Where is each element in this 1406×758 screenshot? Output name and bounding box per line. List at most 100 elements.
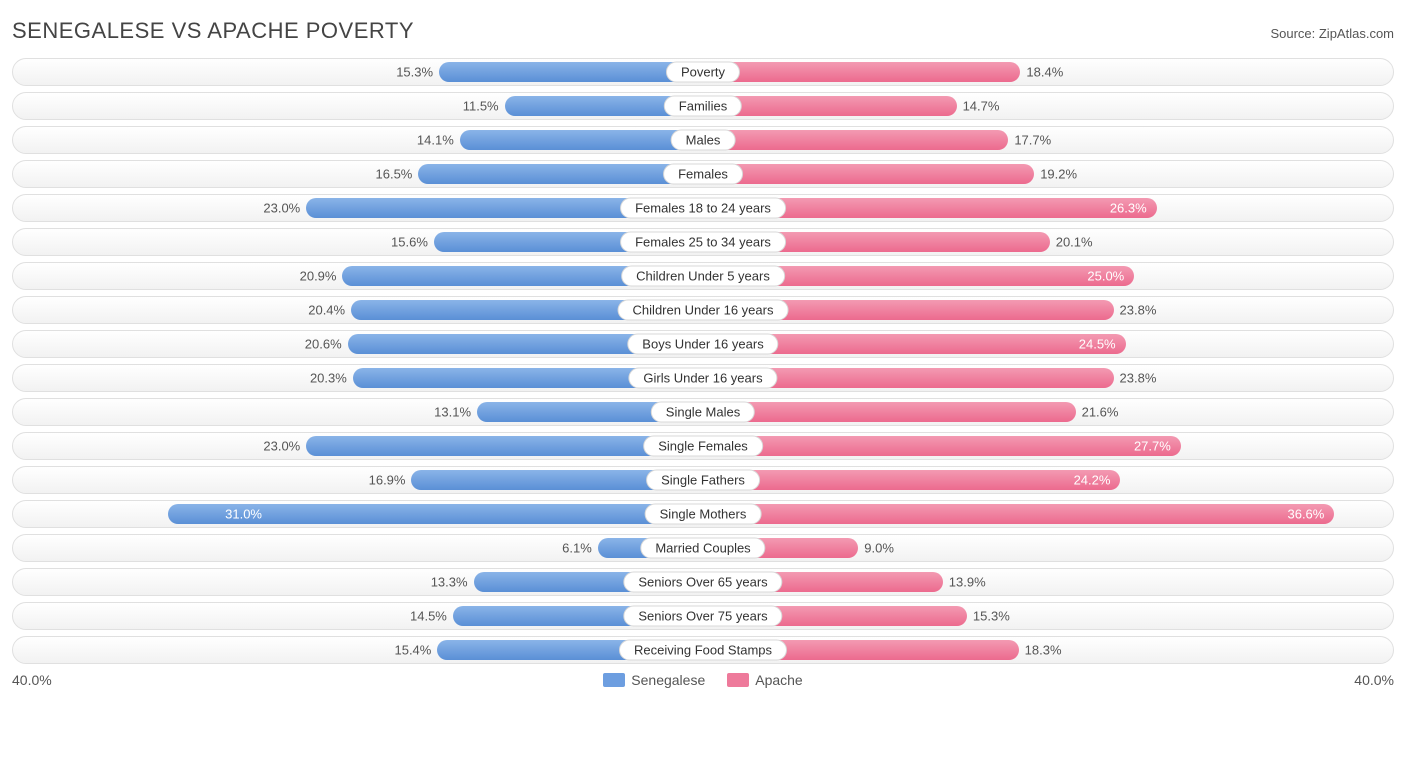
row-category-label: Poverty bbox=[666, 62, 740, 83]
row-left-half: 16.9% bbox=[13, 467, 703, 493]
right-value-label: 21.6% bbox=[1082, 405, 1119, 420]
right-bar bbox=[703, 504, 1334, 524]
chart-row: 15.6% 20.1% Females 25 to 34 years bbox=[12, 228, 1394, 256]
row-right-half: 36.6% bbox=[703, 501, 1393, 527]
chart-row: 15.3% 18.4% Poverty bbox=[12, 58, 1394, 86]
row-left-half: 16.5% bbox=[13, 161, 703, 187]
row-right-half: 15.3% bbox=[703, 603, 1393, 629]
chart-row: 13.1%21.6%Single Males bbox=[12, 398, 1394, 426]
chart-row: 23.0%26.3%Females 18 to 24 years bbox=[12, 194, 1394, 222]
chart-title: SENEGALESE VS APACHE POVERTY bbox=[12, 18, 414, 44]
right-bar bbox=[703, 436, 1181, 456]
left-value-label: 14.5% bbox=[410, 609, 447, 624]
chart-row: 14.5% 15.3% Seniors Over 75 years bbox=[12, 602, 1394, 630]
chart-row: 16.5% 19.2% Females bbox=[12, 160, 1394, 188]
chart-row: 13.3% 13.9% Seniors Over 65 years bbox=[12, 568, 1394, 596]
chart-row: 20.9%25.0%Children Under 5 years bbox=[12, 262, 1394, 290]
right-value-label: 14.7% bbox=[963, 99, 1000, 114]
left-value-label: 20.9% bbox=[300, 269, 337, 284]
row-category-label: Females 25 to 34 years bbox=[620, 232, 786, 253]
row-right-half: 23.8% bbox=[703, 297, 1393, 323]
left-value-label: 6.1% bbox=[562, 541, 592, 556]
legend-item: Senegalese bbox=[603, 672, 705, 688]
right-value-label: 36.6% bbox=[1287, 507, 1334, 522]
right-value-label: 19.2% bbox=[1040, 167, 1077, 182]
row-category-label: Girls Under 16 years bbox=[628, 368, 777, 389]
row-category-label: Boys Under 16 years bbox=[627, 334, 778, 355]
row-left-half: 20.3% bbox=[13, 365, 703, 391]
row-right-half: 14.7% bbox=[703, 93, 1393, 119]
left-value-label: 13.1% bbox=[434, 405, 471, 420]
right-value-label: 26.3% bbox=[1110, 201, 1157, 216]
chart-rows: 15.3%18.4%Poverty11.5%14.7%Families14.1%… bbox=[12, 58, 1394, 664]
row-category-label: Males bbox=[671, 130, 736, 151]
chart-row: 20.4%23.8%Children Under 16 years bbox=[12, 296, 1394, 324]
chart-row: 14.1% 17.7% Males bbox=[12, 126, 1394, 154]
row-left-half: 23.0% bbox=[13, 433, 703, 459]
left-value-label: 16.9% bbox=[369, 473, 406, 488]
right-value-label: 18.3% bbox=[1025, 643, 1062, 658]
left-value-label: 15.6% bbox=[391, 235, 428, 250]
row-category-label: Seniors Over 75 years bbox=[623, 606, 782, 627]
left-value-label: 15.4% bbox=[394, 643, 431, 658]
chart-row: 20.6% 24.5% Boys Under 16 years bbox=[12, 330, 1394, 358]
left-value-label: 23.0% bbox=[263, 439, 300, 454]
chart-footer: 40.0% SenegaleseApache 40.0% bbox=[12, 672, 1394, 688]
left-value-label: 16.5% bbox=[376, 167, 413, 182]
right-value-label: 23.8% bbox=[1120, 371, 1157, 386]
left-value-label: 20.3% bbox=[310, 371, 347, 386]
left-value-label: 31.0% bbox=[215, 507, 262, 522]
legend-swatch bbox=[603, 673, 625, 687]
row-right-half: 23.8% bbox=[703, 365, 1393, 391]
right-bar bbox=[703, 164, 1034, 184]
row-left-half: 20.4% bbox=[13, 297, 703, 323]
right-value-label: 20.1% bbox=[1056, 235, 1093, 250]
chart-row: 20.3% 23.8% Girls Under 16 years bbox=[12, 364, 1394, 392]
row-left-half: 15.4% bbox=[13, 637, 703, 663]
row-category-label: Females bbox=[663, 164, 743, 185]
row-right-half: 27.7% bbox=[703, 433, 1393, 459]
chart-row: 16.9% 24.2% Single Fathers bbox=[12, 466, 1394, 494]
row-left-half: 15.3% bbox=[13, 59, 703, 85]
chart-row: 31.0%36.6%Single Mothers bbox=[12, 500, 1394, 528]
row-category-label: Married Couples bbox=[640, 538, 765, 559]
legend-label: Apache bbox=[755, 672, 802, 688]
row-left-half: 14.5% bbox=[13, 603, 703, 629]
right-value-label: 9.0% bbox=[864, 541, 894, 556]
right-value-label: 24.2% bbox=[1074, 473, 1121, 488]
row-right-half: 24.5% bbox=[703, 331, 1393, 357]
left-bar bbox=[418, 164, 703, 184]
left-value-label: 11.5% bbox=[463, 99, 499, 114]
row-category-label: Receiving Food Stamps bbox=[619, 640, 787, 661]
axis-max-left: 40.0% bbox=[12, 672, 52, 688]
row-category-label: Seniors Over 65 years bbox=[623, 572, 782, 593]
row-right-half: 25.0% bbox=[703, 263, 1393, 289]
right-bar bbox=[703, 130, 1008, 150]
right-value-label: 15.3% bbox=[973, 609, 1010, 624]
legend-item: Apache bbox=[727, 672, 802, 688]
right-value-label: 24.5% bbox=[1079, 337, 1126, 352]
chart-row: 6.1% 9.0% Married Couples bbox=[12, 534, 1394, 562]
left-value-label: 20.6% bbox=[305, 337, 342, 352]
row-right-half: 24.2% bbox=[703, 467, 1393, 493]
row-right-half: 19.2% bbox=[703, 161, 1393, 187]
chart-legend: Senegalese Apache bbox=[603, 672, 802, 688]
left-bar bbox=[439, 62, 703, 82]
row-left-half: 23.0% bbox=[13, 195, 703, 221]
row-left-half: 20.9% bbox=[13, 263, 703, 289]
row-category-label: Single Fathers bbox=[646, 470, 760, 491]
legend-label: Senegalese bbox=[631, 672, 705, 688]
row-category-label: Children Under 16 years bbox=[618, 300, 789, 321]
left-value-label: 23.0% bbox=[263, 201, 300, 216]
row-right-half: 18.4% bbox=[703, 59, 1393, 85]
left-value-label: 15.3% bbox=[396, 65, 433, 80]
chart-source: Source: ZipAtlas.com bbox=[1270, 26, 1394, 41]
right-value-label: 18.4% bbox=[1026, 65, 1063, 80]
right-value-label: 13.9% bbox=[949, 575, 986, 590]
right-value-label: 27.7% bbox=[1134, 439, 1181, 454]
row-category-label: Single Females bbox=[643, 436, 763, 457]
left-value-label: 14.1% bbox=[417, 133, 454, 148]
row-left-half: 13.3% bbox=[13, 569, 703, 595]
right-value-label: 17.7% bbox=[1014, 133, 1051, 148]
chart-row: 11.5%14.7%Families bbox=[12, 92, 1394, 120]
